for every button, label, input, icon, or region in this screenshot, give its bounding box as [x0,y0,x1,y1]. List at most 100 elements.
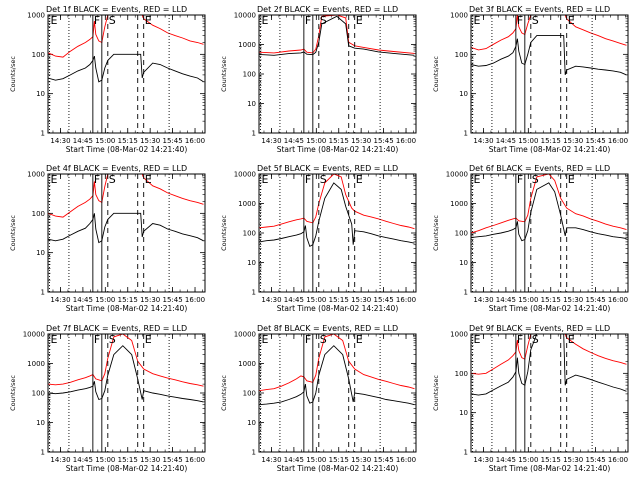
x-tick-label: 15:00 [306,296,326,304]
panel-7: Det 7f BLACK = Events, RED = LLD Counts/s… [9,324,206,473]
y-tick-label: 1000 [27,171,45,179]
marker-label: E [145,333,152,346]
y-tick-label: 10 [36,249,45,257]
series-red-line [48,174,204,218]
marker-label: E [50,333,57,346]
y-tick-label: 100 [455,230,468,238]
x-tick-label: 15:45 [163,137,183,145]
y-tick-label: 100 [32,210,45,218]
series-red-line [259,15,415,54]
marker-label: E [145,173,152,186]
marker-label: E [568,333,575,346]
y-tick-label: 10000 [234,171,256,179]
panel-title: Det 8f BLACK = Events, RED = LLD [257,324,398,333]
y-tick-label: 10 [459,409,468,417]
x-axis-label: Start Time (08-Mar-02 14:21:40) [277,464,399,473]
x-tick-label: 16:00 [608,456,628,464]
plot-frame [470,173,629,293]
plot-frame [258,333,417,453]
y-tick-label: 1000 [450,200,468,208]
panel-title: Det 9f BLACK = Events, RED = LLD [469,324,610,333]
x-axis-label: Start Time (08-Mar-02 14:21:40) [489,304,611,313]
plot-frame [470,14,629,134]
y-tick-label: 1 [41,130,45,138]
marker-label: F [517,173,523,186]
x-tick-label: 15:45 [586,137,606,145]
x-tick-label: 15:30 [351,456,371,464]
x-tick-label: 15:30 [140,456,160,464]
y-tick-label: 1000 [238,360,256,368]
marker-label: F [94,333,100,346]
x-tick-label: 15:00 [95,296,115,304]
y-tick-label: 1000 [238,41,256,49]
series-black-line [48,53,204,83]
marker-label: F [94,14,100,27]
x-tick-label: 16:00 [185,296,205,304]
x-tick-label: 16:00 [608,296,628,304]
marker-label: E [568,173,575,186]
x-tick-label: 14:45 [496,456,516,464]
x-tick-label: 15:00 [518,137,538,145]
y-tick-label: 100 [243,230,256,238]
x-tick-label: 15:30 [140,296,160,304]
panel-title: Det 2f BLACK = Events, RED = LLD [257,5,398,14]
x-tick-label: 15:45 [163,456,183,464]
y-axis-label: Counts/sec [432,56,440,92]
y-tick-label: 1 [252,130,256,138]
y-tick-label: 1 [464,449,468,457]
marker-label: E [473,173,480,186]
x-axis-label: Start Time (08-Mar-02 14:21:40) [66,145,188,154]
y-tick-label: 1 [41,289,45,297]
x-tick-label: 15:45 [163,296,183,304]
marker-label: F [305,333,311,346]
y-tick-label: 100 [32,390,45,398]
y-tick-label: 1000 [27,360,45,368]
y-tick-label: 10 [36,90,45,98]
y-tick-label: 10000 [234,331,256,339]
x-tick-label: 15:45 [374,137,394,145]
series-red-line [471,15,627,51]
panel-6: Det 6f BLACK = Events, RED = LLD Counts/s… [432,164,629,313]
plot-frame [47,173,206,293]
y-tick-label: 10 [247,259,256,267]
marker-label: E [261,14,268,27]
x-tick-label: 14:30 [50,456,70,464]
x-tick-label: 15:15 [541,137,561,145]
panel-4: Det 4f BLACK = Events, RED = LLD Counts/s… [9,164,206,313]
x-tick-label: 14:45 [284,137,304,145]
plot-frame [258,14,417,134]
panel-2: Det 2f BLACK = Events, RED = LLD Counts/s… [220,5,417,154]
x-tick-label: 14:30 [261,137,281,145]
x-tick-label: 16:00 [185,137,205,145]
x-axis-label: Start Time (08-Mar-02 14:21:40) [66,464,188,473]
y-tick-label: 1 [252,449,256,457]
marker-label: S [109,14,116,27]
y-tick-label: 10000 [23,331,45,339]
x-tick-label: 14:30 [50,137,70,145]
x-tick-label: 15:00 [518,456,538,464]
y-axis-label: Counts/sec [9,215,17,251]
marker-label: F [94,173,100,186]
marker-label: F [517,14,523,27]
panel-title: Det 3f BLACK = Events, RED = LLD [469,5,610,14]
marker-label: F [517,333,523,346]
x-tick-label: 15:15 [329,137,349,145]
y-tick-label: 10000 [446,171,468,179]
y-tick-label: 10 [459,90,468,98]
y-tick-label: 100 [243,71,256,79]
plot-frame [258,173,417,293]
marker-label: S [532,173,539,186]
panel-title: Det 4f BLACK = Events, RED = LLD [46,164,187,173]
x-tick-label: 15:15 [118,137,138,145]
series-black-line [48,345,204,403]
x-tick-label: 14:30 [50,296,70,304]
y-tick-label: 1000 [450,12,468,20]
marker-label: S [320,14,327,27]
marker-label: S [109,333,116,346]
series-red-line [259,334,415,392]
x-tick-label: 15:15 [329,296,349,304]
y-axis-label: Counts/sec [432,375,440,411]
x-tick-label: 14:30 [473,137,493,145]
x-axis-label: Start Time (08-Mar-02 14:21:40) [66,304,188,313]
